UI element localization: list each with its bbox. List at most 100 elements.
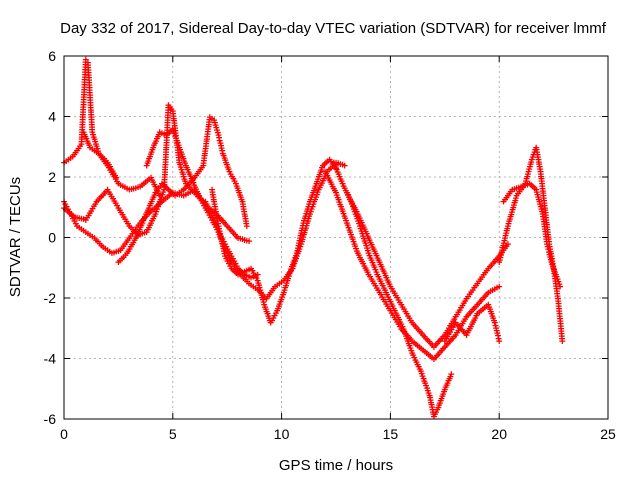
data-point: +	[258, 286, 265, 299]
data-point: +	[470, 316, 477, 329]
data-point: +	[205, 202, 212, 215]
data-point: +	[226, 245, 233, 258]
data-point: +	[86, 139, 93, 152]
data-point: +	[403, 307, 410, 320]
data-point: +	[459, 299, 466, 312]
data-point: +	[401, 303, 408, 316]
data-point: +	[496, 256, 503, 269]
data-point: +	[126, 232, 133, 245]
data-point: +	[205, 118, 212, 131]
data-point: +	[235, 262, 242, 275]
data-point: +	[522, 177, 529, 190]
data-point: +	[124, 182, 131, 195]
data-point: +	[192, 181, 199, 194]
data-point: +	[399, 324, 406, 337]
data-point: +	[371, 261, 378, 274]
data-point: +	[313, 177, 320, 190]
data-point: +	[447, 319, 454, 332]
data-point: +	[374, 268, 381, 281]
data-point: +	[253, 271, 260, 284]
data-point: +	[154, 203, 161, 216]
data-point: +	[385, 291, 392, 304]
data-point: +	[324, 165, 331, 178]
data-point: +	[145, 203, 152, 216]
data-point: +	[187, 170, 194, 183]
data-point: +	[394, 315, 401, 328]
data-point: +	[495, 329, 502, 342]
data-point: +	[89, 142, 96, 155]
data-point: +	[238, 265, 245, 278]
data-point: +	[538, 175, 545, 188]
data-point: +	[213, 207, 220, 220]
data-point: +	[299, 219, 306, 232]
data-point: +	[224, 160, 231, 173]
data-point: +	[365, 232, 372, 245]
data-point: +	[452, 328, 459, 341]
data-point: +	[516, 185, 523, 198]
data-point: +	[206, 201, 213, 214]
data-point: +	[167, 100, 174, 113]
data-point: +	[112, 173, 119, 186]
data-point: +	[378, 277, 385, 290]
data-point: +	[328, 155, 335, 168]
data-point: +	[448, 368, 455, 381]
data-point: +	[315, 183, 322, 196]
data-point: +	[536, 160, 543, 173]
data-point: +	[159, 127, 166, 140]
data-point: +	[477, 273, 484, 286]
data-point: +	[70, 209, 77, 222]
data-point: +	[382, 284, 389, 297]
data-point: +	[301, 212, 308, 225]
data-point: +	[399, 320, 406, 333]
data-point: +	[427, 394, 434, 407]
data-point: +	[376, 286, 383, 299]
data-point: +	[162, 180, 169, 193]
data-point: +	[235, 266, 242, 279]
data-point: +	[399, 300, 406, 313]
data-point: +	[440, 330, 447, 343]
data-point: +	[176, 156, 183, 169]
data-point: +	[344, 186, 351, 199]
data-point: +	[435, 335, 442, 348]
series-satellite-track-1: ++++++++++++++++++++++++++++++++++++++++…	[61, 53, 120, 184]
data-point: +	[104, 183, 111, 196]
data-point: +	[556, 305, 563, 318]
data-point: +	[67, 151, 74, 164]
data-point: +	[223, 156, 230, 169]
data-point: +	[492, 319, 499, 332]
data-point: +	[131, 234, 138, 247]
data-point: +	[79, 115, 86, 128]
data-point: +	[212, 203, 219, 216]
data-point: +	[237, 268, 244, 281]
data-point: +	[381, 267, 388, 280]
data-point: +	[374, 251, 381, 264]
data-point: +	[522, 179, 529, 192]
data-point: +	[165, 106, 172, 119]
data-point: +	[455, 320, 462, 333]
data-point: +	[364, 266, 371, 279]
data-point: +	[248, 262, 255, 275]
data-point: +	[342, 212, 349, 225]
data-point: +	[98, 190, 105, 203]
data-point: +	[381, 281, 388, 294]
data-point: +	[191, 178, 198, 191]
data-point: +	[310, 186, 317, 199]
data-point: +	[202, 201, 209, 214]
data-point: +	[263, 292, 270, 305]
data-point: +	[219, 144, 226, 157]
data-point: +	[284, 274, 291, 287]
data-point: +	[435, 347, 442, 360]
data-point: +	[369, 275, 376, 288]
data-point: +	[526, 163, 533, 176]
data-point: +	[148, 145, 155, 158]
data-point: +	[229, 225, 236, 238]
data-point: +	[82, 66, 89, 79]
data-point: +	[469, 318, 476, 331]
data-point: +	[388, 306, 395, 319]
data-point: +	[460, 315, 467, 328]
data-point: +	[404, 329, 411, 342]
series-satellite-track-4: ++++++++++++++++++++++++++++++++++++++++…	[61, 98, 207, 241]
data-point: +	[391, 287, 398, 300]
data-point: +	[237, 188, 244, 201]
data-point: +	[456, 303, 463, 316]
